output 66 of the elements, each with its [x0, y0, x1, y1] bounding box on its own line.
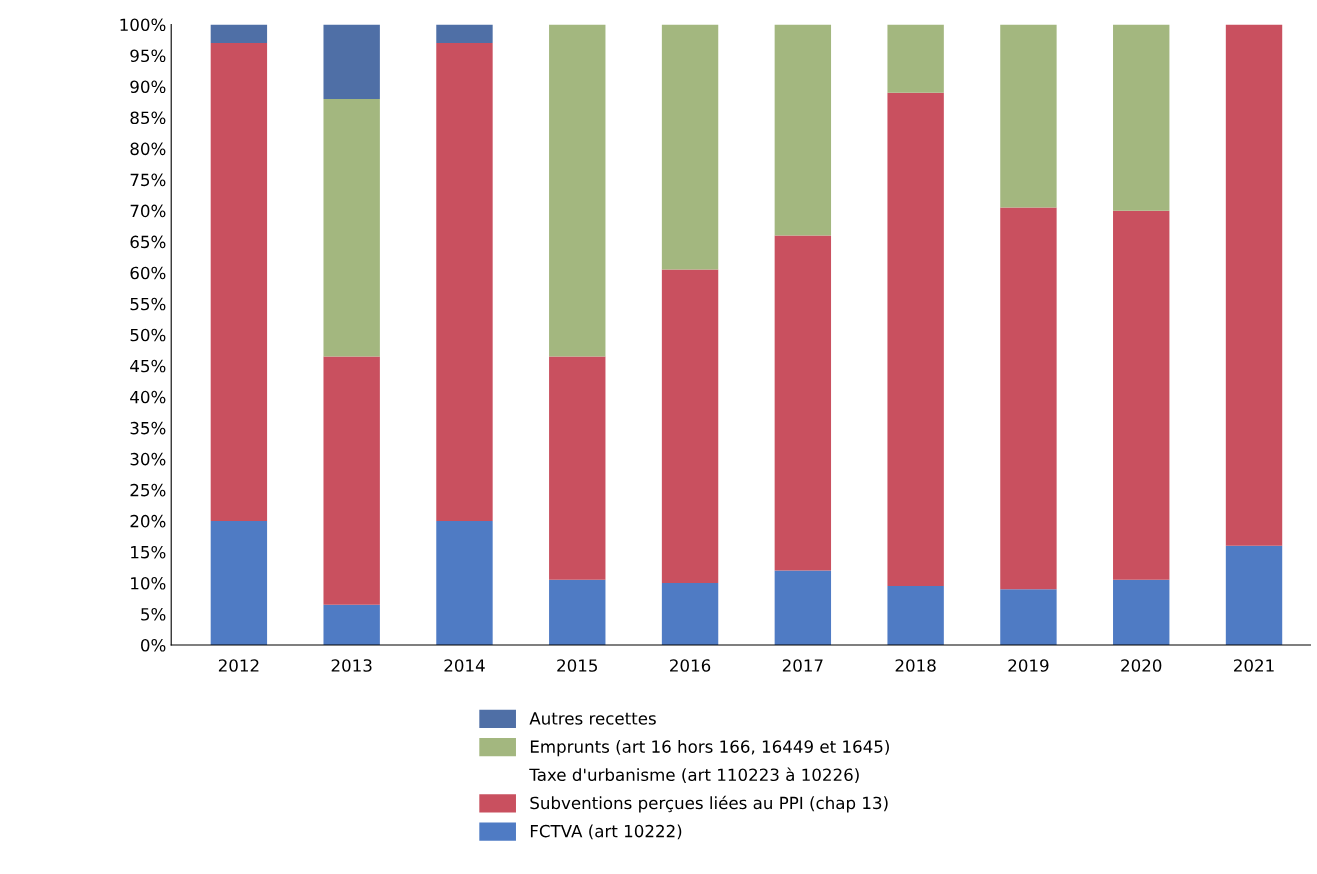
x-tick-label: 2014	[444, 659, 485, 672]
legend-label: Autres recettes	[529, 712, 656, 725]
legend-label: Emprunts (art 16 hors 166, 16449 et 1645)	[530, 740, 889, 757]
y-tick-label: 60%	[130, 266, 166, 280]
bar	[1000, 589, 1057, 646]
y-tick-label: 40%	[130, 390, 166, 404]
y-tick-label: 75%	[130, 173, 166, 187]
bar	[323, 604, 380, 646]
y-tick-label: 55%	[130, 297, 166, 311]
y-tick-label: 50%	[130, 328, 166, 342]
bar	[210, 520, 268, 646]
y-tick-label: 65%	[130, 235, 166, 249]
bar	[661, 582, 719, 646]
x-tick-label: 2020	[1121, 659, 1162, 672]
bar	[1113, 24, 1170, 211]
bar	[1113, 210, 1170, 580]
text: Taxe d'urbanisme (art 110223 à 10226)	[529, 767, 859, 784]
bar	[661, 24, 719, 270]
bar	[323, 24, 380, 99]
bar	[210, 43, 268, 521]
y-tick-label: 100%	[120, 18, 166, 32]
legend-label: Subventions perçues liées au PPI (chap 13)	[530, 795, 888, 813]
y-tick-label: 15%	[131, 545, 166, 559]
y-tick-label: 90%	[130, 80, 166, 94]
y-tick-label: 45%	[130, 359, 166, 373]
bar	[661, 269, 719, 583]
bar	[1225, 24, 1283, 546]
bar	[1000, 24, 1057, 208]
x-tick-label: 2018	[895, 659, 936, 672]
bar	[323, 356, 380, 605]
x-tick-label: 2016	[670, 659, 711, 672]
bar	[436, 24, 493, 44]
x-tick-label: 2012	[218, 659, 259, 672]
y-tick-label: 80%	[130, 142, 166, 156]
y-tick-label: 20%	[130, 514, 166, 528]
bar	[887, 586, 944, 646]
bar	[774, 570, 832, 646]
bar	[1000, 207, 1057, 590]
y-tick-label: 85%	[130, 111, 166, 125]
y-tick-label: 0%	[141, 638, 166, 652]
bar	[887, 24, 944, 93]
y-tick-label: 25%	[130, 483, 166, 497]
bar	[549, 579, 606, 646]
x-tick-label: 2021	[1234, 659, 1274, 672]
x-tick-label: 2019	[1008, 659, 1049, 672]
x-tick-label: 2017	[782, 659, 823, 672]
y-tick-label: 70%	[130, 204, 166, 218]
bar	[549, 24, 606, 357]
bar	[1113, 579, 1170, 646]
bar	[1225, 545, 1283, 646]
x-tick-label: 2013	[331, 659, 372, 672]
y-tick-label: 35%	[130, 421, 166, 435]
legend-label: FCTVA (art 10222)	[530, 824, 682, 840]
bar	[887, 92, 944, 587]
bar	[774, 235, 832, 571]
bar	[549, 356, 606, 580]
bar	[323, 98, 380, 357]
y-tick-label: 95%	[130, 49, 166, 63]
y-tick-label: 30%	[130, 452, 166, 466]
y-tick-label: 5%	[141, 607, 166, 621]
bar	[436, 43, 493, 521]
x-tick-label: 2015	[557, 659, 598, 672]
bar	[210, 24, 268, 44]
y-tick-label: 10%	[131, 576, 166, 590]
bar	[774, 24, 832, 236]
bar	[436, 520, 493, 646]
